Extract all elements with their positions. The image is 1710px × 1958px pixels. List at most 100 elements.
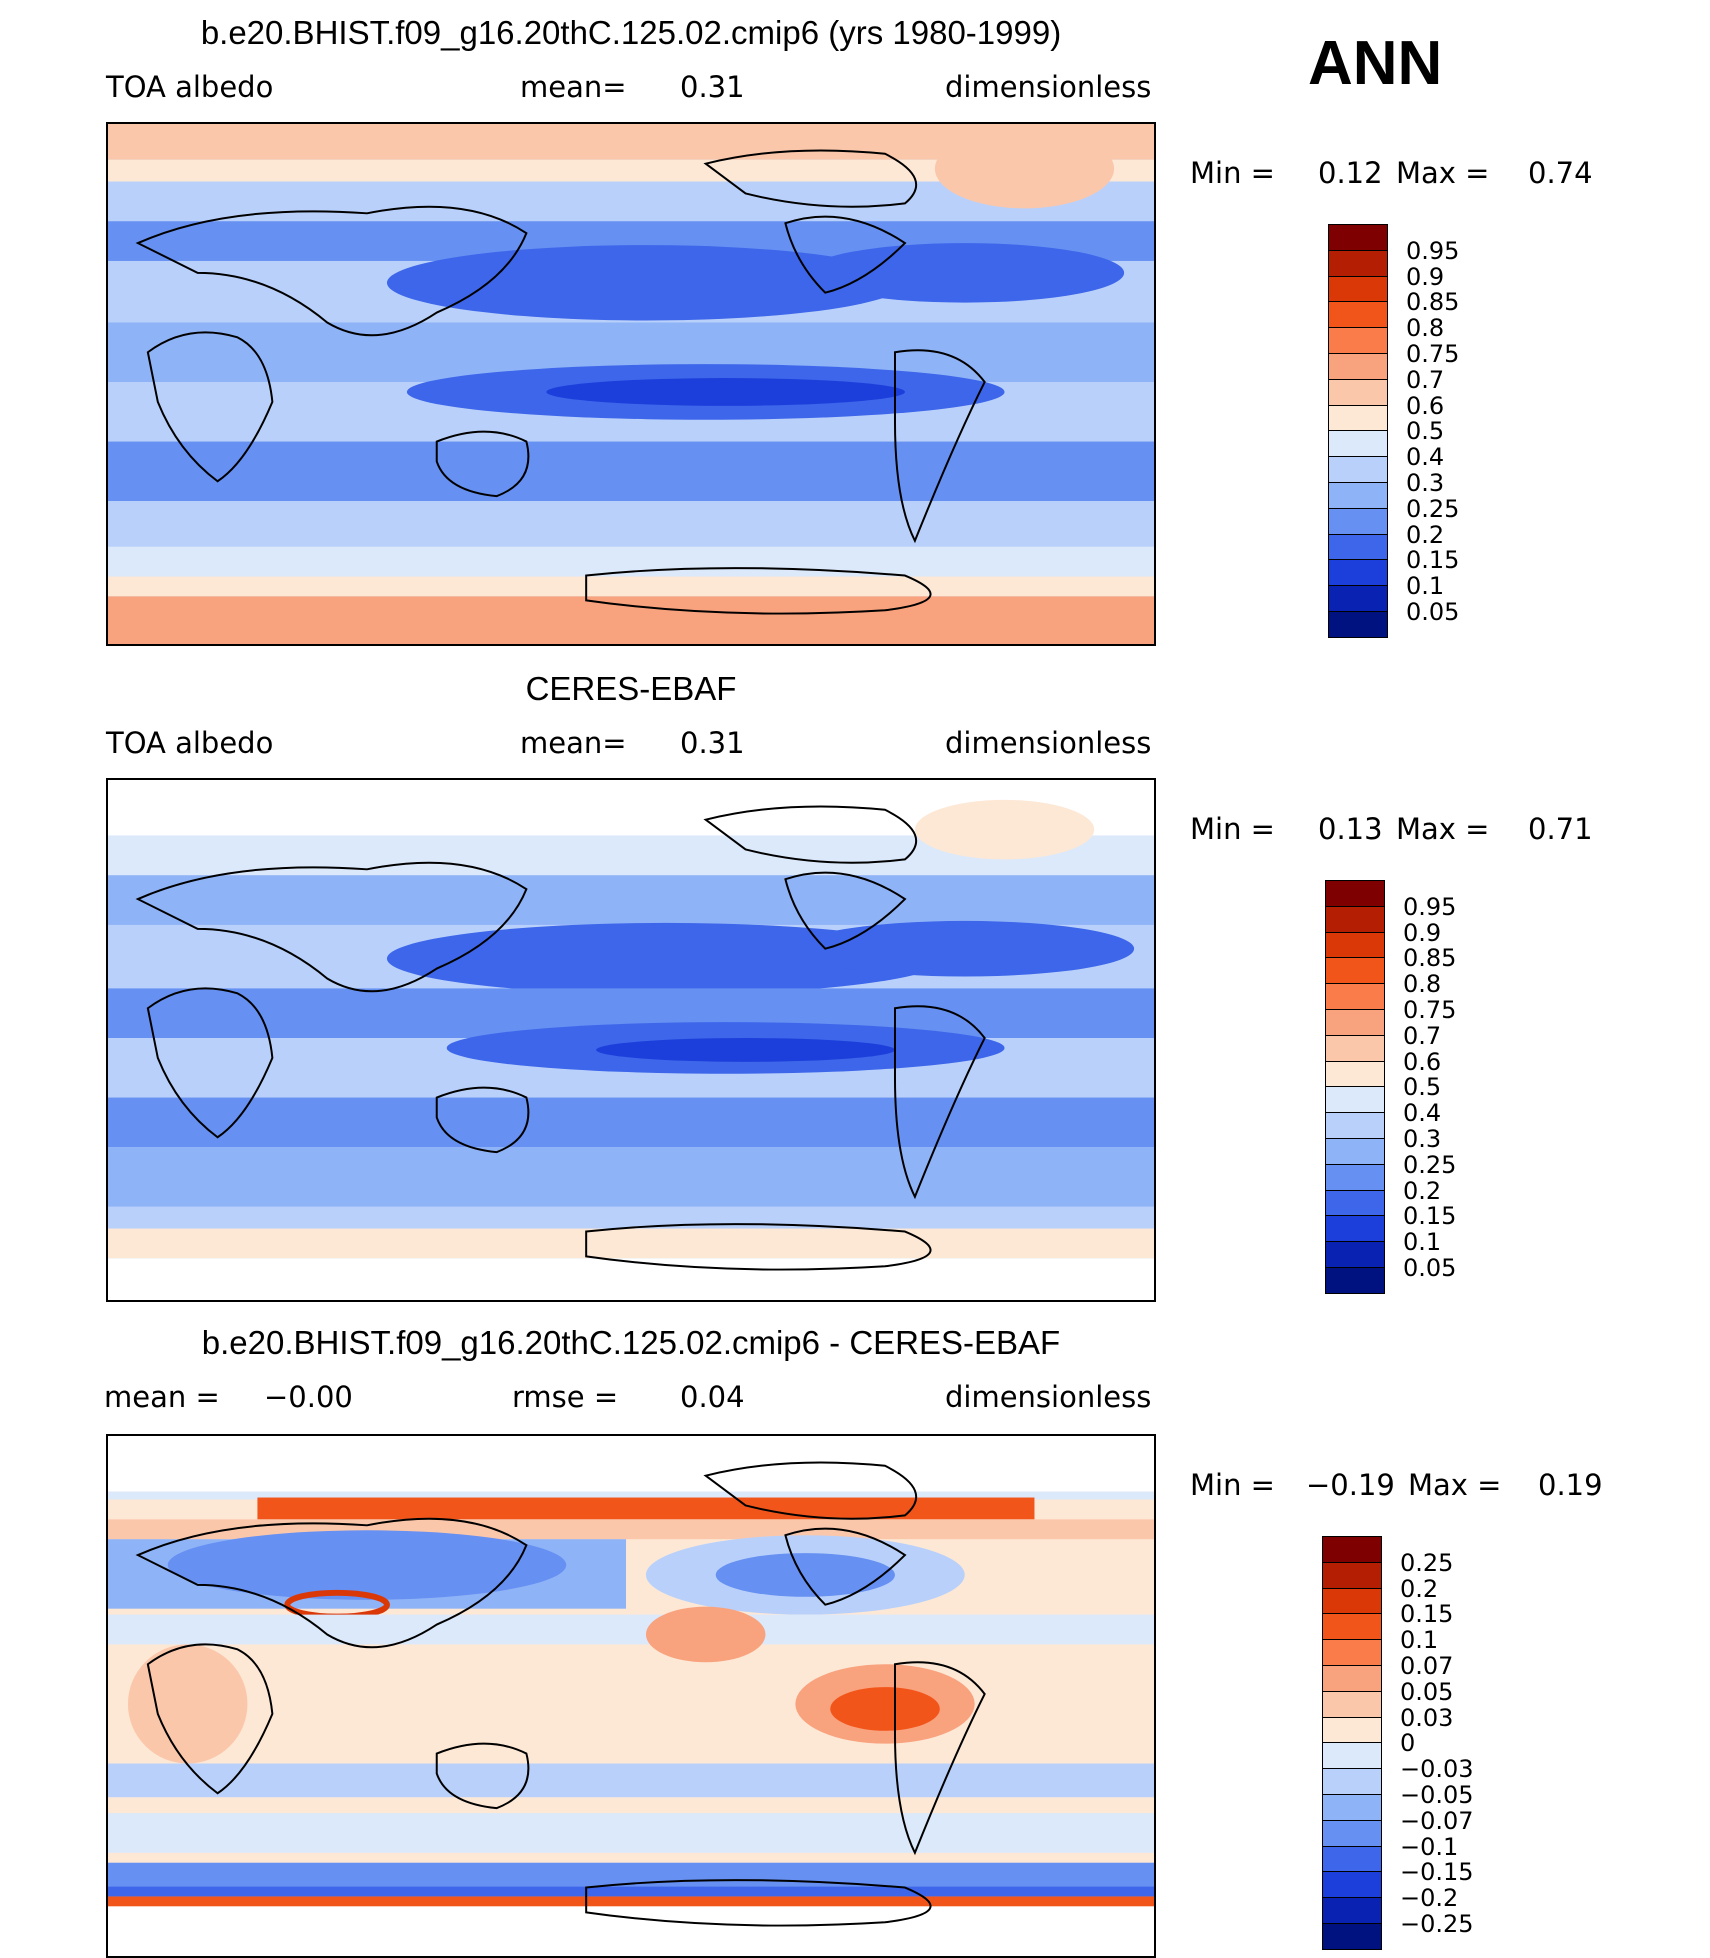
colorbar-swatch: [1322, 1897, 1382, 1924]
colorbar-tick-label: 0.2: [1400, 1574, 1439, 1603]
panel-1-max-value: 0.74: [1528, 156, 1593, 190]
panel-3-max-value: 0.19: [1538, 1468, 1603, 1502]
colorbar-tick-label: −0.07: [1400, 1806, 1474, 1835]
colorbar-tick-label: 0.9: [1403, 918, 1442, 947]
colorbar-swatch: [1328, 224, 1388, 251]
panel-3-min-label: Min =: [1190, 1468, 1275, 1502]
panel-2-map: [106, 778, 1156, 1302]
panel-3-rmse-value: 0.04: [680, 1380, 745, 1414]
colorbar-tick-label: 0.25: [1400, 1548, 1454, 1577]
colorbar-tick-label: 0.3: [1406, 469, 1445, 497]
colorbar-swatch: [1322, 1794, 1382, 1821]
colorbar-tick-label: 0.3: [1403, 1125, 1442, 1153]
colorbar-tick-label: −0.1: [1400, 1832, 1459, 1861]
colorbar-tick-label: 0.6: [1403, 1047, 1442, 1076]
colorbar-tick-label: 0.07: [1400, 1652, 1454, 1680]
colorbar-tick-label: −0.15: [1400, 1858, 1474, 1887]
colorbar-tick-label: 0.15: [1403, 1202, 1457, 1231]
colorbar-swatch: [1325, 1215, 1385, 1243]
panel-1-units: dimensionless: [945, 70, 1152, 104]
colorbar-swatch: [1325, 880, 1385, 907]
panel-3-min-value: −0.19: [1306, 1468, 1395, 1502]
colorbar-swatch: [1325, 1189, 1385, 1217]
colorbar-swatch: [1325, 957, 1385, 985]
panel-3-mean-label: mean =: [104, 1380, 220, 1414]
colorbar-tick-label: 0.4: [1406, 443, 1445, 472]
panel-2-min-label: Min =: [1190, 812, 1275, 846]
colorbar-tick-label: 0.8: [1406, 314, 1445, 343]
colorbar-swatch: [1325, 1060, 1385, 1088]
colorbar-tick-label: 0.05: [1400, 1677, 1454, 1706]
colorbar-tick-label: −0.2: [1400, 1884, 1459, 1913]
panel-2-min-value: 0.13: [1318, 812, 1383, 846]
colorbar-tick-label: 0.1: [1400, 1626, 1439, 1655]
colorbar-tick-label: 0.25: [1403, 1150, 1457, 1179]
colorbar-tick-label: 0.2: [1403, 1176, 1442, 1205]
panel-1-title: b.e20.BHIST.f09_g16.20thC.125.02.cmip6 (…: [200, 14, 1062, 51]
panel-3-max-label: Max =: [1408, 1468, 1502, 1502]
panel-3-mean-value: −0.00: [264, 1380, 353, 1414]
colorbar-tick-label: 0.5: [1406, 417, 1445, 446]
colorbar-swatch: [1328, 249, 1388, 277]
colorbar-swatch: [1322, 1768, 1382, 1795]
panel-1-min-label: Min =: [1190, 156, 1275, 190]
colorbar-swatch: [1328, 456, 1388, 483]
panel-2-max-label: Max =: [1396, 812, 1490, 846]
colorbar-swatch: [1328, 378, 1388, 406]
panel-2-title: CERES-EBAF: [525, 670, 737, 707]
colorbar-tick-label: −0.25: [1400, 1910, 1474, 1938]
panel-2-map-plot: [108, 780, 1154, 1300]
colorbar-swatch: [1328, 430, 1388, 458]
colorbar-swatch: [1322, 1639, 1382, 1666]
colorbar-tick-label: 0.95: [1406, 236, 1460, 265]
colorbar-swatch: [1325, 1138, 1385, 1165]
colorbar-tick-label: −0.03: [1400, 1755, 1474, 1784]
colorbar-swatch: [1325, 1034, 1385, 1062]
colorbar-swatch: [1328, 585, 1388, 612]
colorbar-swatch: [1325, 1009, 1385, 1036]
colorbar-swatch: [1328, 559, 1388, 587]
colorbar-tick-label: 0.75: [1403, 996, 1457, 1024]
panel-2-max-value: 0.71: [1528, 812, 1593, 846]
colorbar-tick-label: 0.15: [1400, 1600, 1454, 1629]
season-label: ANN: [1308, 29, 1443, 98]
panel-2-mean-label: mean=: [520, 726, 627, 760]
panel-1-map-plot: [108, 124, 1154, 644]
colorbar-swatch: [1328, 275, 1388, 303]
panel-1-max-label: Max =: [1396, 156, 1490, 190]
colorbar-tick-label: 0.9: [1406, 262, 1445, 291]
colorbar-swatch: [1322, 1665, 1382, 1692]
colorbar-swatch: [1325, 1163, 1385, 1191]
colorbar-tick-label: 0.85: [1406, 288, 1460, 317]
panel-2-variable: TOA albedo: [106, 726, 274, 760]
panel-3-units: dimensionless: [945, 1380, 1152, 1414]
colorbar-swatch: [1322, 1845, 1382, 1873]
colorbar-swatch: [1325, 931, 1385, 959]
colorbar-swatch: [1322, 1536, 1382, 1563]
colorbar-swatch: [1325, 1086, 1385, 1114]
colorbar-swatch: [1322, 1819, 1382, 1847]
panel-3-map-plot: [108, 1436, 1154, 1956]
colorbar-swatch: [1322, 1716, 1382, 1744]
colorbar-swatch: [1322, 1690, 1382, 1718]
panel-1-variable: TOA albedo: [106, 70, 274, 104]
colorbar-swatch: [1322, 1587, 1382, 1615]
colorbar-tick-label: 0.7: [1406, 365, 1445, 394]
colorbar-swatch: [1325, 1112, 1385, 1139]
colorbar-swatch: [1325, 905, 1385, 933]
colorbar-tick-label: 0.85: [1403, 944, 1457, 973]
colorbar-tick-label: 0.1: [1403, 1228, 1442, 1257]
colorbar-tick-label: 0: [1400, 1729, 1416, 1758]
panel-1-mean-label: mean=: [520, 70, 627, 104]
colorbar-swatch: [1325, 983, 1385, 1010]
panel-1-map: [106, 122, 1156, 646]
colorbar-swatch: [1322, 1613, 1382, 1641]
colorbar-swatch: [1322, 1871, 1382, 1899]
colorbar-tick-label: 0.75: [1406, 340, 1460, 368]
colorbar-tick-label: 0.4: [1403, 1099, 1442, 1128]
colorbar-tick-label: 0.8: [1403, 970, 1442, 999]
colorbar-tick-label: 0.15: [1406, 546, 1460, 575]
colorbar-tick-label: 0.03: [1400, 1703, 1454, 1732]
colorbar-swatch: [1322, 1923, 1382, 1950]
colorbar-tick-label: 0.95: [1403, 892, 1457, 921]
